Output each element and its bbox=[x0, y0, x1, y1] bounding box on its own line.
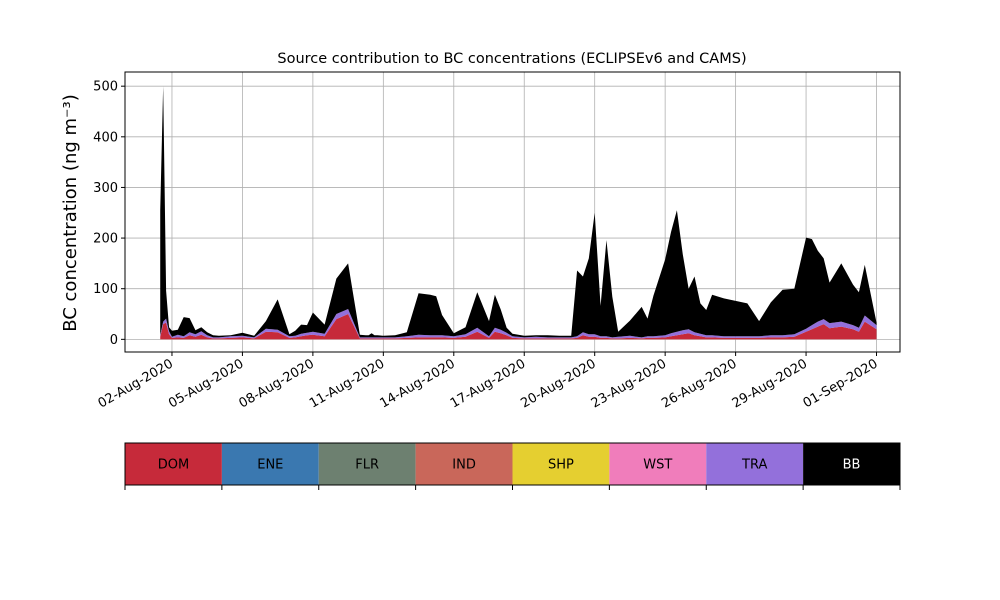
x-tick-label: 26-Aug-2020 bbox=[659, 356, 739, 411]
x-tick-label: 14-Aug-2020 bbox=[377, 356, 457, 411]
y-axis-ticks: 0 100 200 300 400 500 bbox=[93, 80, 125, 348]
area-dom bbox=[160, 314, 877, 340]
legend-colorbar: DOM ENE FLR IND SHP WST TRA BB bbox=[124, 442, 901, 490]
x-tick-label: 23-Aug-2020 bbox=[589, 356, 669, 411]
x-axis-ticks: 02-Aug-202005-Aug-202008-Aug-202011-Aug-… bbox=[96, 352, 881, 412]
y-tick-label: 0 bbox=[110, 333, 118, 348]
x-tick-label: 05-Aug-2020 bbox=[166, 356, 246, 411]
legend-swatch-shp bbox=[512, 443, 610, 485]
x-tick-label: 08-Aug-2020 bbox=[237, 356, 317, 411]
area-bb bbox=[160, 86, 877, 338]
x-tick-label: 02-Aug-2020 bbox=[96, 356, 176, 411]
axes-frame bbox=[124, 71, 901, 353]
legend-label: DOM bbox=[158, 458, 189, 473]
legend-label: SHP bbox=[548, 458, 574, 473]
y-tick-label: 100 bbox=[93, 282, 118, 297]
legend-swatch-ene bbox=[221, 443, 319, 485]
y-tick-label: 500 bbox=[93, 80, 118, 95]
y-tick-label: 300 bbox=[93, 181, 118, 196]
area-tra bbox=[160, 308, 877, 339]
legend-swatch-dom bbox=[125, 443, 222, 485]
y-tick-label: 400 bbox=[93, 130, 118, 145]
y-axis-label: BC concentration (ng m⁻³) bbox=[60, 94, 81, 332]
chart-title: Source contribution to BC concentrations… bbox=[277, 51, 746, 67]
legend-label: TRA bbox=[741, 458, 767, 473]
legend-frame bbox=[124, 442, 901, 486]
legend-swatch-ind bbox=[415, 443, 513, 485]
legend-label: ENE bbox=[257, 458, 283, 473]
legend-swatch-flr bbox=[318, 443, 416, 485]
legend-label: WST bbox=[643, 458, 672, 473]
legend-swatch-bb bbox=[803, 443, 900, 485]
x-tick-label: 29-Aug-2020 bbox=[730, 356, 810, 411]
y-tick-label: 200 bbox=[93, 232, 118, 247]
x-tick-label: 01-Sep-2020 bbox=[801, 356, 881, 411]
legend-swatch-tra bbox=[706, 443, 804, 485]
x-tick-label: 20-Aug-2020 bbox=[518, 356, 598, 411]
area-layers bbox=[160, 86, 877, 340]
x-tick-label: 11-Aug-2020 bbox=[307, 356, 387, 411]
x-tick-label: 17-Aug-2020 bbox=[448, 356, 528, 411]
legend-label: FLR bbox=[355, 458, 379, 473]
legend-swatch-wst bbox=[609, 443, 707, 485]
legend-label: IND bbox=[452, 458, 476, 473]
legend-label: BB bbox=[843, 458, 861, 473]
